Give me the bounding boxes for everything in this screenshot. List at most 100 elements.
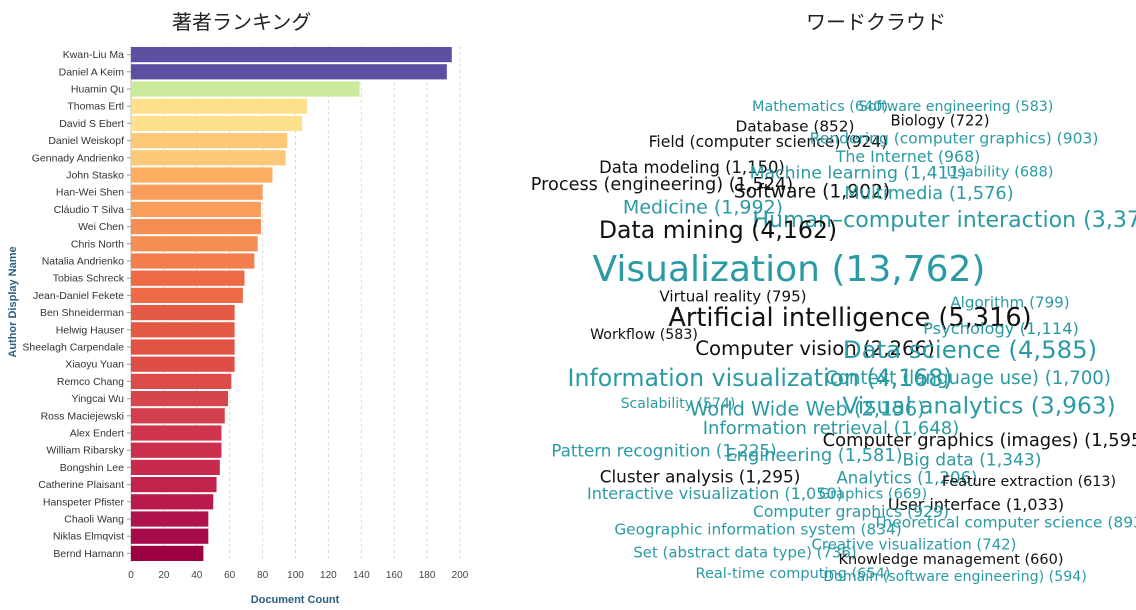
word-cloud-term: Biology (722): [890, 112, 990, 130]
word-cloud-term: The Internet (968): [835, 147, 981, 167]
word-cloud-term: Geographic information system (834): [614, 520, 902, 539]
category-label: Gennady Andrienko: [32, 152, 124, 164]
bar: [131, 47, 452, 63]
word-cloud-term: Psychology (1,114): [923, 318, 1079, 338]
bar: [131, 545, 204, 561]
x-tick-label: 0: [128, 570, 134, 581]
category-label: Bernd Hamann: [53, 548, 124, 560]
word-cloud-term: Domain (software engineering) (594): [823, 568, 1087, 585]
bar-chart-title: 著者ランキング: [172, 10, 312, 34]
y-axis-label: Author Display Name: [7, 246, 19, 357]
category-label: Daniel A Keim: [59, 66, 125, 78]
bar: [131, 373, 232, 389]
category-label: Natalia Andrienko: [42, 256, 124, 268]
category-label: Huamin Qu: [71, 84, 124, 96]
word-cloud-term: Human–computer interaction (3,378): [752, 206, 1136, 233]
word-cloud-term: Real-time computing (654): [695, 565, 891, 582]
category-label: Yingcai Wu: [71, 393, 124, 405]
word-cloud-term: Medicine (1,992): [622, 196, 784, 219]
word-cloud-term: Engineering (1,581): [725, 445, 903, 467]
word-cloud-term: Multimedia (1,576): [844, 183, 1014, 205]
word-cloud-term: Cluster analysis (1,295): [599, 466, 801, 487]
word-cloud-term: Scalability (574): [620, 395, 736, 412]
bar: [131, 494, 214, 510]
bar: [131, 356, 235, 372]
word-cloud-term: Creative visualization (742): [811, 535, 1017, 554]
word-cloud-term: Data science (4,585): [842, 334, 1098, 364]
category-label: Kwan-Liu Ma: [63, 49, 124, 61]
category-label: Ross Maciejewski: [41, 410, 124, 422]
word-cloud-term: Visualization (13,762): [592, 249, 986, 290]
category-label: Xiaoyu Yuan: [65, 359, 124, 371]
category-label: Hanspeter Pfister: [43, 496, 125, 508]
bar: [131, 339, 235, 355]
bar: [131, 528, 209, 544]
word-cloud-term: Theoretical computer science (893): [872, 513, 1136, 532]
word-cloud-term: Visual analytics (3,963): [842, 392, 1116, 420]
category-label: Chris North: [71, 238, 124, 250]
bar: [131, 287, 243, 303]
word-cloud-term: Mathematics (640): [751, 98, 889, 115]
category-label: Daniel Weiskopf: [48, 135, 124, 147]
category-label: Jean-Daniel Fekete: [33, 290, 124, 302]
word-cloud-term: Information visualization (4,168): [567, 364, 953, 393]
word-cloud-term: Workflow (583): [590, 326, 698, 343]
word-cloud-term: Graphics (669): [818, 485, 928, 503]
bar: [131, 477, 217, 493]
bar: [131, 167, 273, 183]
category-label: Sheelagh Carpendale: [22, 342, 124, 354]
category-label: John Stasko: [66, 170, 124, 182]
word-cloud-term: Feature extraction (613): [941, 473, 1117, 490]
category-label: Niklas Elmqvist: [53, 531, 124, 543]
bar: [131, 322, 235, 338]
category-label: Han-Wei Shen: [56, 187, 124, 199]
word-cloud-term: Big data (1,343): [902, 450, 1042, 471]
x-tick-label: 20: [158, 570, 170, 581]
word-cloud-term: Software (1,902): [733, 181, 891, 203]
bar: [131, 219, 261, 235]
word-cloud-term: World Wide Web (2,156): [689, 397, 925, 421]
category-label: Remco Chang: [57, 376, 124, 388]
x-axis-label: Document Count: [251, 594, 340, 606]
bar: [131, 64, 447, 80]
word-cloud-term: Pattern recognition (1,225): [551, 440, 777, 461]
word-cloud-term: Database (852): [735, 117, 855, 136]
category-label: Bongshin Lee: [60, 462, 124, 474]
bar: [131, 442, 222, 458]
bar: [131, 236, 258, 252]
x-tick-label: 100: [287, 570, 304, 581]
word-cloud-term: Information retrieval (1,648): [702, 418, 960, 439]
category-label: William Ribarsky: [46, 445, 124, 457]
word-cloud-term: Interactive visualization (1,050): [586, 483, 844, 503]
x-tick-label: 200: [452, 570, 469, 581]
word-cloud-term: Usability (688): [946, 163, 1054, 181]
category-label: David S Ebert: [59, 118, 124, 130]
word-cloud-term: Artificial intelligence (5,316): [668, 303, 1032, 334]
category-labels: Kwan-Liu Ma Daniel A Keim Huamin Qu Thomas …: [22, 49, 131, 560]
word-cloud-term: Computer vision (2,266): [695, 337, 935, 361]
word-cloud-term: Knowledge management (660): [838, 551, 1064, 568]
word-cloud-term: Computer graphics (images) (1,595): [822, 430, 1136, 452]
word-cloud-term: Software engineering (583): [858, 98, 1054, 115]
word-cloud-term: Data modeling (1,150): [599, 157, 785, 177]
bar: [131, 511, 209, 527]
category-label: Cláudio T Silva: [54, 204, 124, 216]
word-cloud-term: Algorithm (799): [950, 293, 1070, 312]
word-cloud-term: Computer graphics (929): [752, 503, 950, 522]
word-cloud-term: Set (abstract data type) (736): [633, 543, 857, 562]
word-cloud-title: ワードクラウド: [806, 10, 946, 34]
bar: [131, 201, 261, 217]
author-bar-chart: Kwan-Liu Ma Daniel A Keim Huamin Qu Thomas …: [7, 46, 469, 606]
bar: [131, 98, 308, 114]
x-tick-labels: 0 20 40 60 80 100 120 140 160 180 200: [128, 570, 469, 581]
bar: [131, 115, 303, 131]
bar: [131, 270, 245, 286]
word-cloud-term: Virtual reality (795): [659, 287, 807, 306]
category-label: Chaoli Wang: [64, 514, 124, 526]
word-cloud-term: Analytics (1,206): [836, 468, 978, 488]
word-cloud-term: Machine learning (1,411): [749, 163, 967, 184]
word-cloud-term: Field (computer science) (924): [648, 133, 888, 152]
bar: [131, 253, 255, 269]
word-cloud-term: Process (engineering) (1,524): [530, 175, 794, 196]
bar: [131, 184, 263, 200]
